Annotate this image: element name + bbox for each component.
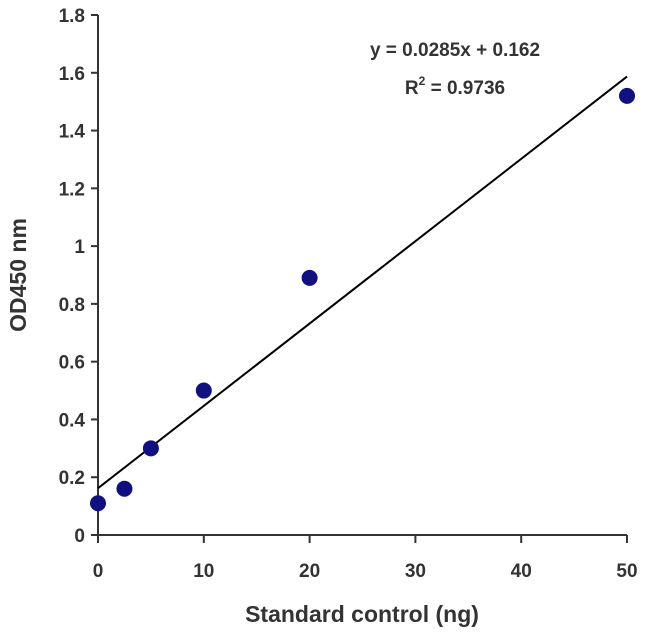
y-tick-label: 0.6 <box>59 353 85 374</box>
data-point <box>301 269 318 286</box>
data-point <box>195 382 212 399</box>
y-tick-label: 0 <box>74 526 85 547</box>
y-tick-label: 1.6 <box>59 64 85 85</box>
data-point <box>116 480 133 497</box>
x-tick-label: 40 <box>511 561 532 582</box>
data-points <box>90 87 635 512</box>
y-tick-label: 0.4 <box>59 410 86 431</box>
data-point <box>619 87 635 104</box>
data-point <box>90 495 106 512</box>
r-squared-label: R2 = 0.9736 <box>405 74 505 99</box>
y-tick-label: 1.4 <box>59 122 86 143</box>
x-tick-label: 0 <box>93 561 104 582</box>
y-tick-label: 1 <box>74 237 85 258</box>
x-tick-label: 50 <box>616 561 637 582</box>
y-axis-title: OD450 nm <box>5 218 31 332</box>
x-axis-title: Standard control (ng) <box>245 601 479 627</box>
x-tick-label: 10 <box>193 561 214 582</box>
y-tick-label: 0.2 <box>59 468 85 489</box>
y-axis-ticks: 0 0.2 0.4 0.6 0.8 1 1.2 1.4 1.6 1.8 <box>59 6 98 547</box>
x-tick-label: 20 <box>299 561 320 582</box>
trendline <box>97 75 628 489</box>
data-point <box>142 440 159 457</box>
trendline-equation: y = 0.0285x + 0.162 <box>370 40 540 61</box>
x-axis-ticks: 0 10 20 30 40 50 <box>93 535 638 582</box>
x-tick-label: 30 <box>405 561 426 582</box>
axes <box>97 15 627 536</box>
y-tick-label: 1.2 <box>59 179 85 200</box>
y-tick-label: 0.8 <box>59 295 85 316</box>
y-tick-label: 1.8 <box>59 6 85 27</box>
